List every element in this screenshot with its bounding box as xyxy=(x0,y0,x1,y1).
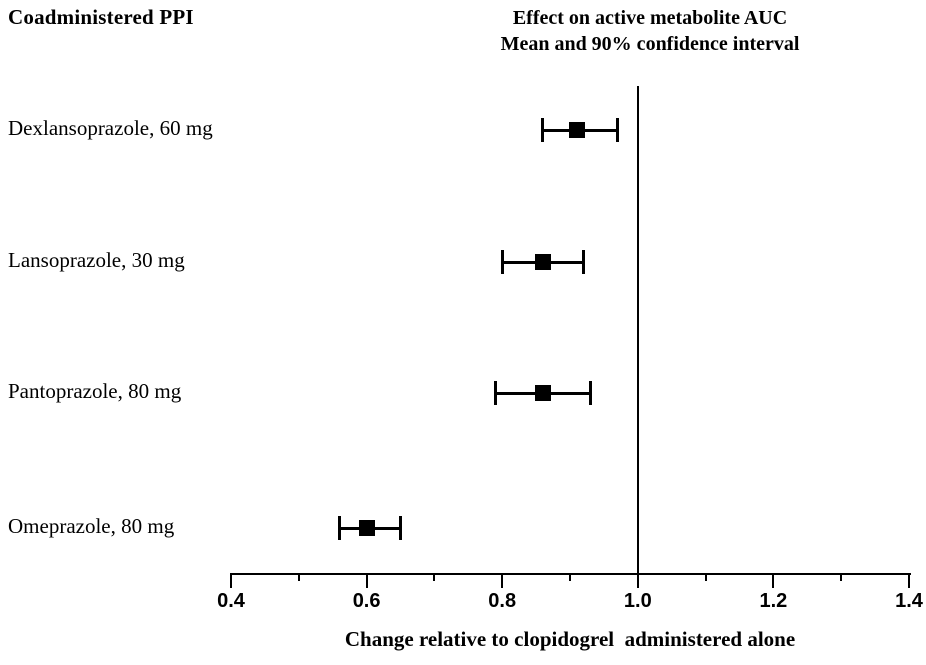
x-axis-major-tick xyxy=(636,573,639,588)
x-axis-minor-tick xyxy=(297,573,300,581)
x-axis-tick-label: 1.2 xyxy=(759,590,788,612)
x-axis-major-tick xyxy=(365,573,368,588)
mean-marker-square xyxy=(358,520,375,536)
mean-marker-square xyxy=(568,122,585,138)
figure-title: Effect on active metabolite AUC Mean and… xyxy=(410,5,890,57)
x-axis-major-tick xyxy=(230,573,232,588)
x-axis-tick-label: 0.8 xyxy=(488,590,517,612)
ci-cap-high xyxy=(582,250,586,274)
ci-cap-low xyxy=(337,516,341,540)
mean-marker-square xyxy=(534,385,551,401)
x-axis-tick-label: 0.4 xyxy=(217,590,245,612)
x-axis-tick-label: 1.4 xyxy=(895,590,923,612)
x-axis-minor-tick xyxy=(569,573,571,581)
ci-cap-high xyxy=(588,381,592,405)
x-axis-minor-tick xyxy=(840,573,843,581)
figure-title-line1: Effect on active metabolite AUC xyxy=(512,7,788,29)
x-axis-label: Change relative to clopidogrel administe… xyxy=(344,627,796,651)
row-label: Dexlansoprazole, 60 mg xyxy=(8,116,213,140)
row-label: Omeprazole, 80 mg xyxy=(8,514,175,538)
column-header-coadministered-ppi: Coadministered PPI xyxy=(8,5,194,29)
reference-line-1x xyxy=(636,86,639,573)
mean-marker-square xyxy=(534,254,551,270)
ci-cap-low xyxy=(493,381,497,405)
x-axis-minor-tick xyxy=(704,573,707,581)
x-axis-tick-label: 0.6 xyxy=(352,590,381,612)
x-axis-major-tick xyxy=(772,573,775,588)
ci-cap-low xyxy=(541,118,545,142)
x-axis-major-tick xyxy=(908,573,910,588)
x-axis-minor-tick xyxy=(433,573,436,581)
x-axis-tick-label: 1.0 xyxy=(623,590,652,612)
ci-cap-high xyxy=(615,118,619,142)
row-label: Pantoprazole, 80 mg xyxy=(8,379,182,403)
ci-cap-high xyxy=(399,516,402,540)
x-axis-major-tick xyxy=(501,573,504,588)
x-axis-line xyxy=(231,573,911,575)
row-label: Lansoprazole, 30 mg xyxy=(8,248,185,272)
ci-cap-low xyxy=(500,250,504,274)
figure-title-line2: Mean and 90% confidence interval xyxy=(500,33,800,55)
